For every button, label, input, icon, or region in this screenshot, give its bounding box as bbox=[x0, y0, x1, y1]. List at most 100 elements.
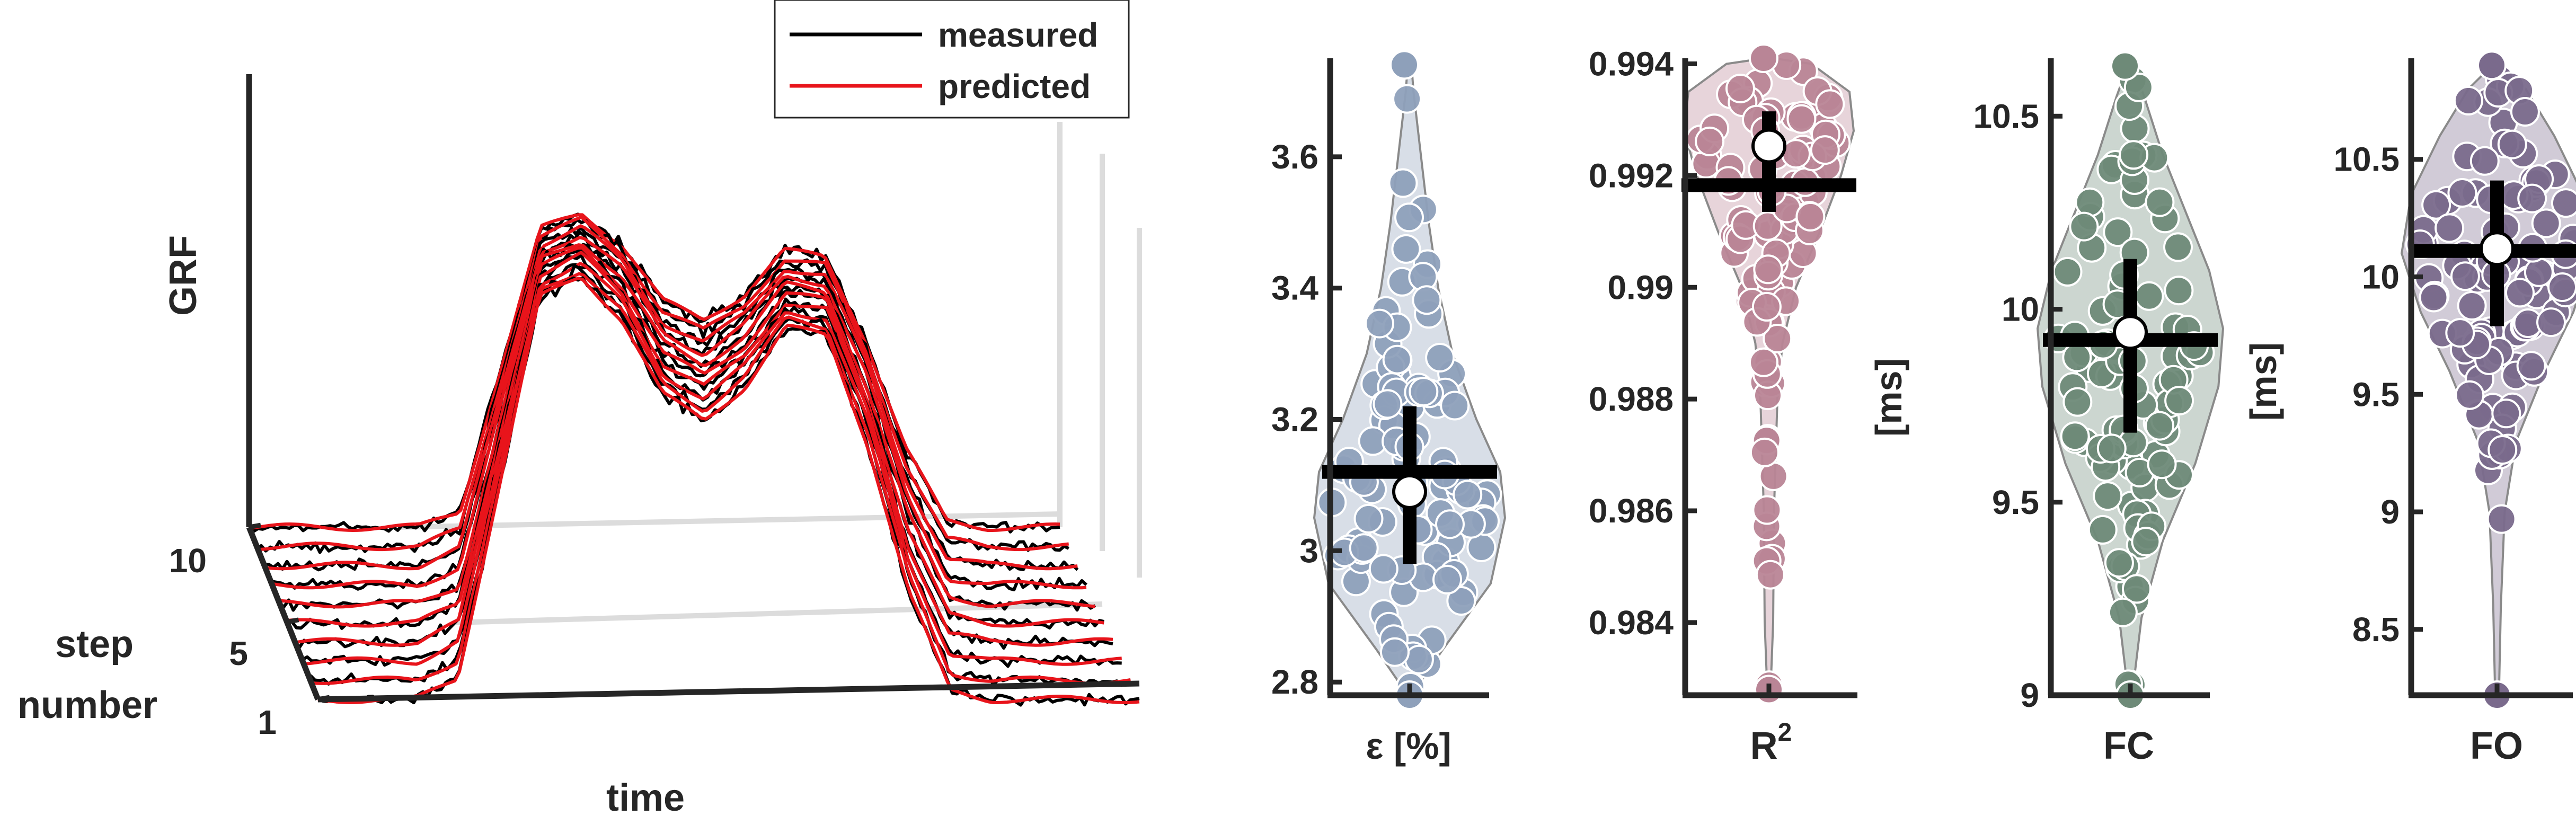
data-point bbox=[2096, 433, 2127, 464]
data-point bbox=[1368, 554, 1398, 584]
violin-ytick-label-fc: 9 bbox=[2020, 676, 2039, 714]
data-point-max bbox=[2110, 51, 2140, 81]
waterfall-step-tick bbox=[286, 617, 299, 625]
violin-ytick-label-epsilon: 3.2 bbox=[1271, 401, 1318, 439]
data-point bbox=[1786, 104, 1817, 134]
data-point bbox=[2517, 183, 2547, 214]
data-point bbox=[2510, 97, 2540, 127]
data-point bbox=[2531, 208, 2561, 238]
data-point bbox=[1353, 503, 1384, 534]
violin-ytick-label-fo: 10 bbox=[2362, 258, 2400, 296]
data-point bbox=[2104, 548, 2134, 578]
data-point bbox=[1432, 564, 1462, 595]
data-point bbox=[1391, 234, 1421, 264]
data-point bbox=[2457, 291, 2487, 321]
violin-xlabel-fc: FC bbox=[2103, 725, 2154, 767]
violin-ytick-label-epsilon: 2.8 bbox=[1271, 663, 1318, 701]
data-point bbox=[2536, 307, 2566, 338]
data-point bbox=[2421, 190, 2451, 220]
measured-trace-step-9 bbox=[255, 218, 1070, 554]
waterfall-grid bbox=[397, 122, 1142, 625]
violin-ylabel-fc: [ms] bbox=[1868, 358, 1909, 437]
data-point bbox=[1365, 308, 1394, 339]
violin-panel-r2: 0.984 0.986 0.988 0.99 0.992 0.994 bbox=[1589, 43, 1857, 705]
violin-xlabel-epsilon: ε [%] bbox=[1366, 725, 1451, 767]
data-point bbox=[1752, 495, 1782, 525]
violin-ytick-label-fc: 9.5 bbox=[1992, 483, 2039, 521]
data-point bbox=[1725, 74, 1755, 103]
predicted-trace-step-5 bbox=[287, 246, 1104, 628]
data-point bbox=[2060, 421, 2090, 451]
predicted-trace-step-8 bbox=[264, 224, 1078, 571]
legend: measured predicted bbox=[774, 0, 1130, 119]
data-point bbox=[2516, 351, 2546, 381]
data-point bbox=[1373, 389, 1403, 419]
data-point bbox=[2062, 387, 2093, 417]
violin-ytick-label-r2: 0.992 bbox=[1589, 156, 1674, 194]
violin-ylabel-fo: [ms] bbox=[2243, 342, 2284, 421]
data-point bbox=[2447, 178, 2477, 208]
predicted-trace-step-10 bbox=[249, 213, 1060, 532]
data-point bbox=[2164, 276, 2194, 306]
data-point bbox=[2134, 281, 2164, 311]
data-point bbox=[1440, 391, 1470, 421]
data-point bbox=[2103, 217, 2133, 247]
data-point bbox=[2488, 435, 2518, 465]
data-point bbox=[2469, 146, 2500, 176]
predicted-trace-step-4 bbox=[295, 251, 1113, 647]
violin-ytick-label-r2: 0.986 bbox=[1589, 492, 1674, 530]
data-point bbox=[1695, 126, 1725, 156]
data-point bbox=[2122, 574, 2152, 604]
data-point bbox=[2419, 282, 2449, 313]
data-point bbox=[2052, 256, 2083, 287]
waterfall-ylabel: GRF bbox=[162, 235, 205, 316]
data-point bbox=[2087, 515, 2118, 545]
predicted-trace-step-1 bbox=[317, 277, 1140, 704]
waterfall-axes bbox=[246, 74, 1140, 703]
data-point bbox=[1446, 586, 1476, 616]
violin-ytick-label-epsilon: 3.6 bbox=[1271, 138, 1318, 176]
predicted-trace-step-3 bbox=[302, 262, 1122, 666]
data-point bbox=[1425, 343, 1455, 372]
violin-panel-epsilon: 2.8 3 3.2 3.4 3.6 bbox=[1271, 50, 1507, 710]
data-point bbox=[2145, 187, 2175, 217]
violin-ytick-label-fo: 10.5 bbox=[2333, 140, 2400, 179]
data-point bbox=[1412, 285, 1442, 315]
data-point bbox=[1795, 201, 1826, 232]
data-point bbox=[1753, 254, 1783, 285]
data-point-max bbox=[1389, 50, 1419, 80]
data-point bbox=[1349, 533, 1379, 563]
data-point bbox=[2491, 398, 2521, 429]
measured-trace-step-8 bbox=[264, 226, 1079, 572]
legend-box bbox=[774, 0, 1130, 119]
measured-trace-step-6 bbox=[279, 243, 1096, 612]
data-point bbox=[1382, 344, 1412, 375]
violin-ytick-label-r2: 0.984 bbox=[1589, 604, 1674, 642]
violin-panel-fo: 8.5 9 9.5 10 10.5 bbox=[2333, 50, 2576, 710]
waterfall-xlabel: time bbox=[606, 777, 685, 816]
legend-label-predicted: predicted bbox=[938, 67, 1091, 105]
violin-ytick-label-r2: 0.988 bbox=[1589, 380, 1674, 418]
violin-ytick-label-fo: 8.5 bbox=[2352, 610, 2400, 649]
legend-label-measured: measured bbox=[938, 16, 1098, 54]
waterfall-ztick-5: 5 bbox=[229, 634, 248, 672]
violin-ytick-label-r2: 0.994 bbox=[1589, 45, 1674, 83]
data-point bbox=[2075, 187, 2105, 217]
data-point-max bbox=[2477, 50, 2507, 81]
violin-xlabel-fo: FO bbox=[2470, 725, 2523, 767]
data-point bbox=[1404, 644, 1434, 675]
data-point bbox=[1763, 324, 1793, 353]
data-point bbox=[2145, 411, 2175, 441]
data-point bbox=[2497, 129, 2527, 159]
predicted-trace-step-7 bbox=[271, 236, 1087, 590]
waterfall-step-tick bbox=[249, 522, 261, 530]
violin-panel-fc: 9 9.5 10 10.5 bbox=[1973, 51, 2225, 714]
data-point bbox=[1392, 84, 1422, 114]
data-point bbox=[2123, 72, 2154, 102]
measured-trace-step-7 bbox=[271, 230, 1088, 591]
violin-ytick-label-r2: 0.99 bbox=[1607, 268, 1674, 306]
predicted-trace-step-2 bbox=[310, 272, 1131, 685]
data-point bbox=[2505, 278, 2535, 308]
data-point bbox=[2093, 481, 2123, 511]
